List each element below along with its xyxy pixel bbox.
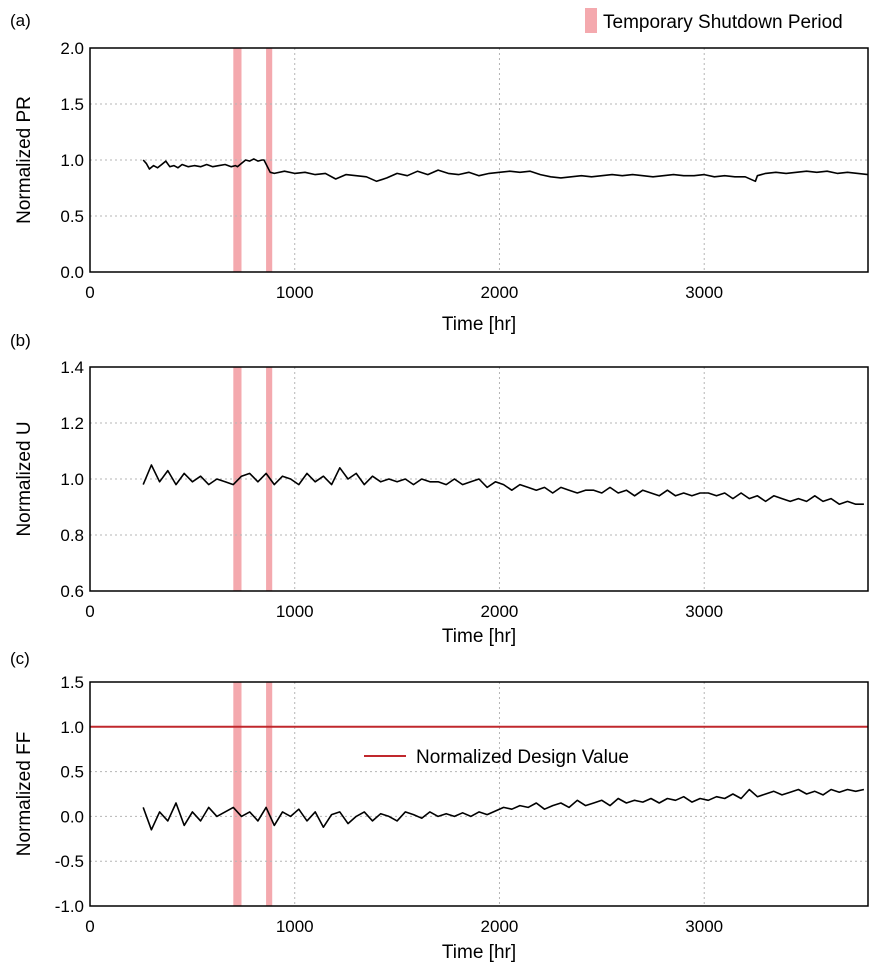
plot-frame (89, 681, 869, 907)
y-axis-label: Normalized PR (14, 96, 35, 224)
y-tick-label: 2.0 (60, 39, 84, 58)
data-line (142, 464, 864, 506)
data-line-layer (142, 788, 865, 831)
x-tick-label: 2000 (481, 602, 519, 621)
x-tick-label: 3000 (685, 917, 723, 936)
data-line (142, 788, 865, 831)
y-tick-label: -0.5 (55, 852, 84, 871)
shutdown-band (233, 48, 242, 272)
x-gridlines (294, 367, 705, 591)
shutdown-bands (233, 367, 273, 591)
panel-label: (b) (10, 331, 31, 350)
y-tick-label: 0.0 (60, 807, 84, 826)
panel-label: (c) (10, 649, 30, 668)
y-tick-labels: 0.0 0.5 1.0 1.5 2.0 (60, 39, 84, 282)
y-axis-label: Normalized FF (14, 732, 35, 857)
y-tick-label: 1.0 (60, 718, 84, 737)
x-tick-label: 1000 (276, 917, 314, 936)
y-tick-label: 1.5 (60, 95, 84, 114)
y-tick-labels: 0.6 0.8 1.0 1.2 1.4 (60, 358, 84, 601)
x-axis-label: Time [hr] (442, 626, 516, 647)
plot-frame (89, 47, 869, 273)
x-gridlines (294, 682, 705, 906)
data-line (142, 158, 868, 183)
legend-shutdown-swatch (585, 8, 597, 33)
y-tick-labels: -1.0 -0.5 0.0 0.5 1.0 1.5 (55, 673, 84, 916)
y-tick-label: -1.0 (55, 897, 84, 916)
x-tick-label: 3000 (685, 602, 723, 621)
y-tick-label: 1.0 (60, 470, 84, 489)
x-axis-label: Time [hr] (442, 314, 516, 335)
legend-shutdown-label: Temporary Shutdown Period (603, 12, 843, 33)
x-tick-label: 3000 (685, 283, 723, 302)
data-line-layer (142, 158, 868, 183)
x-tick-label: 1000 (276, 283, 314, 302)
x-gridlines (294, 48, 705, 272)
shutdown-band (266, 367, 273, 591)
x-tick-labels: 0 1000 2000 3000 (85, 917, 723, 936)
shutdown-bands (233, 682, 273, 906)
y-tick-label: 0.8 (60, 526, 84, 545)
shutdown-band (233, 682, 242, 906)
x-tick-label: 0 (85, 917, 94, 936)
x-tick-label: 2000 (481, 917, 519, 936)
data-line-layer (142, 464, 864, 506)
x-tick-label: 2000 (481, 283, 519, 302)
panel-a: (a) 0.0 0.5 1.0 1.5 2.0 0 1000 2000 3000 Time [… (10, 11, 869, 335)
y-tick-label: 1.2 (60, 414, 84, 433)
y-tick-label: 1.0 (60, 151, 84, 170)
x-tick-label: 0 (85, 283, 94, 302)
x-tick-labels: 0 1000 2000 3000 (85, 283, 723, 302)
legend-design-label: Normalized Design Value (416, 747, 629, 768)
x-axis-label: Time [hr] (442, 942, 516, 963)
panel-label: (a) (10, 11, 31, 30)
y-gridlines (90, 103, 868, 217)
y-tick-label: 1.5 (60, 673, 84, 692)
x-tick-labels: 0 1000 2000 3000 (85, 602, 723, 621)
shutdown-band (266, 682, 273, 906)
y-tick-label: 0.0 (60, 263, 84, 282)
y-tick-label: 1.4 (60, 358, 84, 377)
y-tick-label: 0.6 (60, 582, 84, 601)
x-tick-label: 1000 (276, 602, 314, 621)
panel-b: (b) 0.6 0.8 1.0 1.2 1.4 0 1000 2000 3000 Time [… (10, 331, 869, 647)
shutdown-band (233, 367, 242, 591)
y-tick-label: 0.5 (60, 207, 84, 226)
shutdown-band (266, 48, 273, 272)
y-axis-label: Normalized U (14, 421, 35, 536)
x-tick-label: 0 (85, 602, 94, 621)
plot-frame (89, 366, 869, 592)
y-tick-label: 0.5 (60, 763, 84, 782)
panel-c: (c) -1.0 -0.5 0.0 0.5 1.0 1.5 0 1000 2000 3000 N… (10, 649, 869, 963)
shutdown-bands (233, 48, 273, 272)
